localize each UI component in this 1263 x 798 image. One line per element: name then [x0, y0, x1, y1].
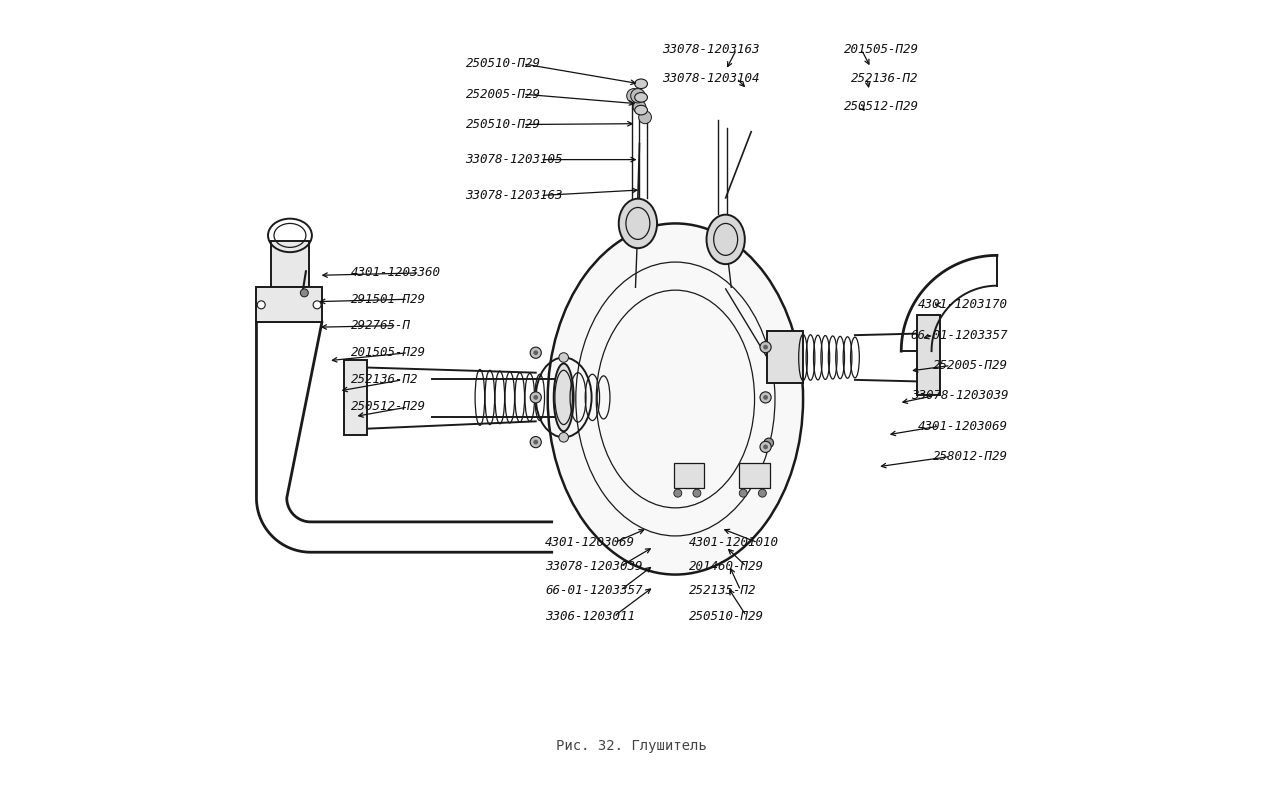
Text: 33078-1203039: 33078-1203039: [911, 389, 1008, 402]
Text: 33078-1203104: 33078-1203104: [662, 72, 759, 85]
Circle shape: [313, 301, 321, 309]
Circle shape: [530, 437, 542, 448]
Text: 292765-П: 292765-П: [351, 319, 410, 332]
Text: 250512-П29: 250512-П29: [351, 401, 426, 413]
Text: 201505-П29: 201505-П29: [844, 43, 918, 56]
Text: 250512-П29: 250512-П29: [844, 101, 918, 113]
Text: 4301-1203069: 4301-1203069: [918, 420, 1008, 433]
Text: 201505-П29: 201505-П29: [351, 346, 426, 359]
Ellipse shape: [553, 364, 573, 431]
FancyBboxPatch shape: [767, 331, 803, 383]
Text: 66-01-1203357: 66-01-1203357: [546, 584, 643, 597]
Circle shape: [560, 433, 568, 442]
Circle shape: [533, 395, 538, 400]
Circle shape: [693, 489, 701, 497]
Circle shape: [258, 301, 265, 309]
Text: 252136-П2: 252136-П2: [351, 373, 418, 386]
Text: 258012-П29: 258012-П29: [933, 450, 1008, 463]
Text: 4301-1203170: 4301-1203170: [918, 298, 1008, 311]
Text: 33078-1203163: 33078-1203163: [662, 43, 759, 56]
Text: 3306-1203011: 3306-1203011: [546, 610, 635, 622]
Circle shape: [763, 345, 768, 350]
Circle shape: [760, 441, 772, 452]
Circle shape: [533, 440, 538, 444]
FancyBboxPatch shape: [739, 463, 769, 488]
Text: 250510-П29: 250510-П29: [466, 57, 541, 70]
Circle shape: [673, 489, 682, 497]
FancyBboxPatch shape: [270, 241, 309, 287]
Ellipse shape: [301, 289, 308, 297]
Text: Г: Г: [587, 264, 764, 534]
Circle shape: [630, 89, 645, 103]
Text: 33078-1203039: 33078-1203039: [546, 560, 643, 573]
Text: 201460-П29: 201460-П29: [688, 560, 764, 573]
Circle shape: [763, 395, 768, 400]
Circle shape: [626, 89, 642, 103]
Ellipse shape: [635, 105, 648, 115]
Ellipse shape: [706, 215, 745, 264]
Ellipse shape: [635, 93, 648, 102]
Text: 66-01-1203357: 66-01-1203357: [911, 329, 1008, 342]
Text: 4301-1203360: 4301-1203360: [351, 267, 441, 279]
Circle shape: [763, 444, 768, 449]
Circle shape: [530, 392, 542, 403]
FancyBboxPatch shape: [345, 360, 366, 435]
Text: 252135-П2: 252135-П2: [688, 584, 757, 597]
Text: 4301-1201010: 4301-1201010: [688, 536, 779, 549]
Text: 252005-П29: 252005-П29: [466, 88, 541, 101]
Text: 250510-П29: 250510-П29: [688, 610, 764, 622]
FancyBboxPatch shape: [673, 463, 703, 488]
Circle shape: [633, 101, 645, 113]
Text: 33078-1203163: 33078-1203163: [466, 189, 563, 202]
Text: 252005-П29: 252005-П29: [933, 359, 1008, 372]
Text: 33078-1203105: 33078-1203105: [466, 153, 563, 166]
Ellipse shape: [635, 79, 648, 89]
FancyBboxPatch shape: [256, 287, 322, 322]
Circle shape: [639, 111, 652, 124]
Text: 291501-П29: 291501-П29: [351, 293, 426, 306]
Text: 252136-П2: 252136-П2: [851, 72, 918, 85]
Circle shape: [560, 353, 568, 362]
Circle shape: [760, 392, 772, 403]
Text: 250510-П29: 250510-П29: [466, 118, 541, 131]
Circle shape: [533, 350, 538, 355]
Circle shape: [739, 489, 748, 497]
Circle shape: [530, 347, 542, 358]
Circle shape: [758, 489, 767, 497]
Circle shape: [764, 438, 773, 448]
Ellipse shape: [619, 199, 657, 248]
FancyBboxPatch shape: [917, 315, 940, 395]
Text: Рис. 32. Глушитель: Рис. 32. Глушитель: [556, 739, 707, 753]
Text: 4301-1203069: 4301-1203069: [546, 536, 635, 549]
Circle shape: [760, 342, 772, 353]
Ellipse shape: [548, 223, 803, 575]
